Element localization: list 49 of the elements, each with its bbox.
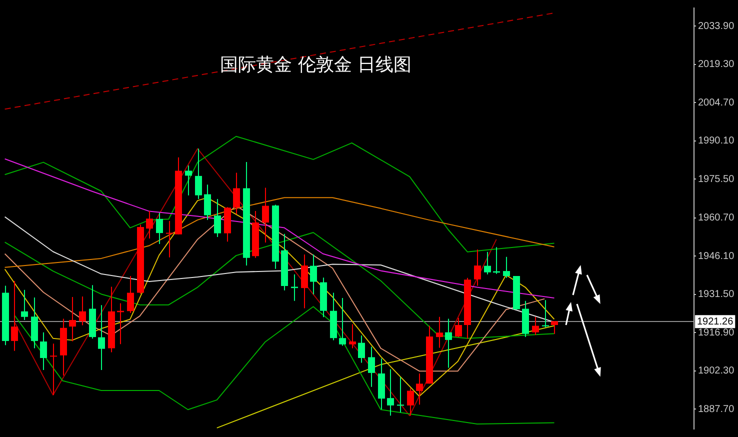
candlestick [387,368,394,416]
candlestick [503,256,510,278]
candlestick [310,254,317,295]
candlestick [185,164,192,196]
y-tick-label: 2004.70 [698,97,735,108]
candlestick [127,276,134,314]
candlestick [262,187,269,243]
candlestick [69,296,76,342]
candlestick [416,372,423,406]
y-tick-label: 2019.30 [698,59,735,70]
candlestick [339,298,346,346]
ref-line-label: 1921.26 [697,316,734,328]
candlestick [455,317,462,338]
candlestick [146,210,153,240]
candlestick [156,212,163,245]
y-tick-label: 1990.10 [698,136,735,147]
candlestick [166,220,173,258]
candlestick [474,249,481,286]
candlestick [368,346,375,388]
candlestick [436,316,443,348]
candlestick [301,254,308,309]
candlestick [40,332,47,371]
candlestick [445,318,452,368]
candlestick [291,274,298,302]
y-tick-label: 1931.50 [698,289,735,300]
candlestick [50,343,57,396]
y-tick-label: 1975.50 [698,174,735,185]
candlestick [532,316,539,336]
candlestick [21,289,28,321]
candlestick [542,300,549,328]
y-tick-label: 1916.90 [698,327,735,338]
candlestick [11,280,18,352]
y-tick-label: 1902.30 [698,366,735,377]
candlestick [233,172,240,215]
y-tick-label: 1946.10 [698,250,735,262]
candlestick [551,320,558,334]
candlestick [484,251,491,275]
candlestick [407,388,414,416]
candlestick [195,148,202,200]
y-tick-label: 2033.90 [698,20,735,32]
candlestick [358,334,365,364]
candlestick [98,304,105,371]
candlestick [204,184,211,220]
candlestick [79,296,86,326]
y-tick-label: 1960.70 [698,212,735,224]
y-tick-label: 1887.70 [698,404,735,415]
candlestick [397,376,404,413]
candlestick [349,324,356,349]
candlestick [214,198,221,238]
